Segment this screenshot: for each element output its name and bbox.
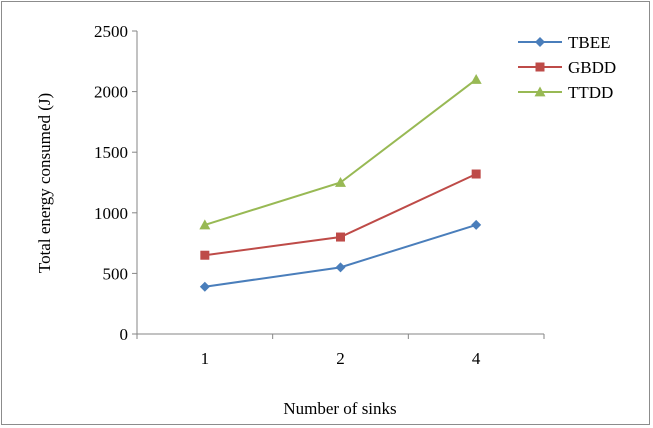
y-tick-label: 500 — [103, 264, 129, 283]
x-tick-label: 2 — [336, 349, 345, 368]
x-ticks: 1 2 4 — [136, 334, 545, 368]
legend-label-gbdd: GBDD — [568, 58, 616, 77]
data-point-gbdd — [471, 169, 481, 179]
legend-marker-tbee — [535, 37, 545, 47]
data-point-tbee — [335, 262, 346, 273]
legend-item-tbee: TBEE — [518, 33, 611, 52]
y-tick-label: 2500 — [94, 22, 128, 41]
x-tick-label: 4 — [472, 349, 481, 368]
legend: TBEE GBDD TTDD — [518, 33, 616, 102]
series-tbee — [199, 219, 482, 292]
axes — [136, 31, 544, 335]
series-line-ttdd — [204, 78, 477, 226]
y-ticks: 0 500 1000 1500 2000 2500 — [94, 22, 137, 344]
y-tick-label: 1000 — [94, 204, 128, 223]
data-point-ttdd — [199, 219, 211, 230]
y-tick-label: 0 — [120, 325, 129, 344]
data-point-ttdd — [335, 177, 346, 187]
legend-marker-ttdd — [534, 86, 546, 97]
x-axis-label: Number of sinks — [283, 399, 396, 418]
legend-label-ttdd: TTDD — [568, 83, 613, 102]
legend-item-ttdd: TTDD — [518, 83, 613, 102]
data-point-tbee — [471, 219, 482, 230]
data-point-tbee — [199, 281, 210, 292]
y-tick-label: 2000 — [94, 83, 128, 102]
data-point-gbdd — [200, 250, 210, 260]
y-axis-label: Total energy consumed (J) — [35, 93, 54, 273]
legend-item-gbdd: GBDD — [518, 58, 616, 77]
x-tick-label: 1 — [201, 349, 210, 368]
series-group — [199, 73, 482, 292]
series-gbdd — [200, 169, 481, 260]
y-tick-label: 1500 — [94, 143, 128, 162]
legend-marker-gbdd — [535, 62, 545, 72]
data-point-ttdd — [470, 73, 482, 84]
legend-label-tbee: TBEE — [568, 33, 611, 52]
data-point-gbdd — [336, 232, 345, 242]
series-ttdd — [199, 73, 482, 230]
